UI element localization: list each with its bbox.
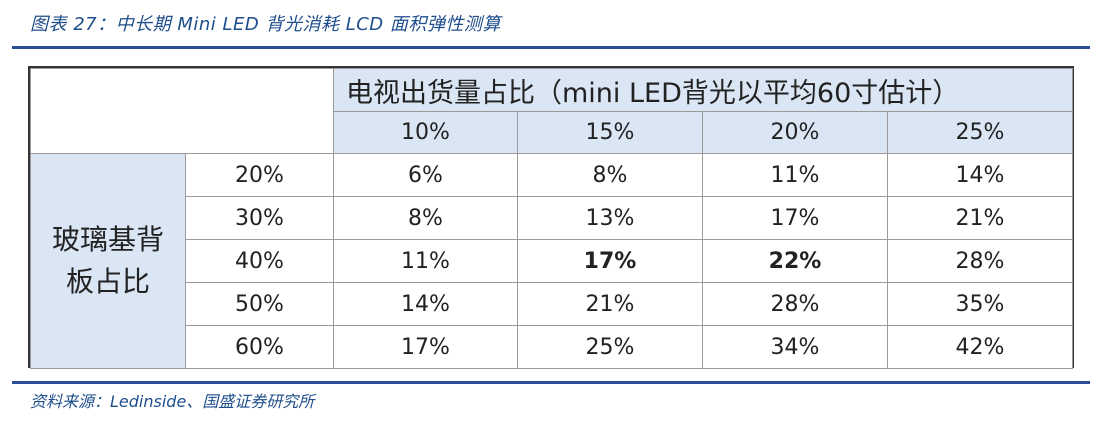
table-cell: 6%: [333, 153, 518, 197]
table-row: 30% 8% 13% 17% 21%: [31, 196, 1073, 240]
table-cell: 8%: [517, 153, 703, 197]
column-header: 20%: [702, 111, 888, 154]
table-cell: 8%: [333, 196, 518, 240]
source-note: 资料来源：Ledinside、国盛证券研究所: [30, 392, 315, 411]
table-cell-highlight: 17%: [517, 239, 703, 283]
row-group-title: 玻璃基背 板占比: [30, 153, 186, 369]
table-cell: 13%: [517, 196, 703, 240]
column-group-title: 电视出货量占比（mini LED背光以平均60寸估计）: [333, 68, 1073, 112]
row-header: 20%: [185, 153, 334, 197]
table-cell: 28%: [887, 239, 1073, 283]
row-header: 60%: [185, 325, 334, 369]
table-corner: [30, 68, 334, 154]
row-header: 50%: [185, 282, 334, 326]
table-cell: 17%: [702, 196, 888, 240]
row-header: 40%: [185, 239, 334, 283]
table-cell: 11%: [702, 153, 888, 197]
table-row: 玻璃基背 板占比 20% 6% 8% 11% 14%: [30, 153, 1073, 369]
table-cell: 25%: [517, 325, 703, 369]
table-cell: 14%: [887, 153, 1073, 197]
table-row: 60% 17% 25% 34% 42%: [31, 325, 1073, 369]
table-row: 40% 11% 17% 22% 28%: [31, 239, 1073, 283]
row-header: 30%: [185, 196, 334, 240]
table-cell: 34%: [702, 325, 888, 369]
table-row: 50% 14% 21% 28% 35%: [31, 282, 1073, 326]
table-cell: 21%: [517, 282, 703, 326]
table-cell: 21%: [887, 196, 1073, 240]
row-group-title-line1: 玻璃基背: [51, 223, 164, 256]
table-cell: 35%: [887, 282, 1073, 326]
row-group-title-line2: 板占比: [65, 265, 150, 298]
table-cell: 28%: [702, 282, 888, 326]
column-header: 10%: [333, 111, 518, 154]
table-cell: 17%: [333, 325, 518, 369]
table-cell: 14%: [333, 282, 518, 326]
figure-caption: 图表 27：中长期 Mini LED 背光消耗 LCD 面积弹性测算: [30, 14, 501, 35]
column-header: 15%: [517, 111, 703, 154]
table-cell: 11%: [333, 239, 518, 283]
elasticity-table: 电视出货量占比（mini LED背光以平均60寸估计） 10% 15% 20% …: [28, 66, 1074, 369]
column-header: 25%: [887, 111, 1073, 154]
table-cell-highlight: 22%: [702, 239, 888, 283]
table-cell: 42%: [887, 325, 1073, 369]
bottom-rule: [12, 381, 1090, 384]
top-rule: [12, 46, 1090, 49]
